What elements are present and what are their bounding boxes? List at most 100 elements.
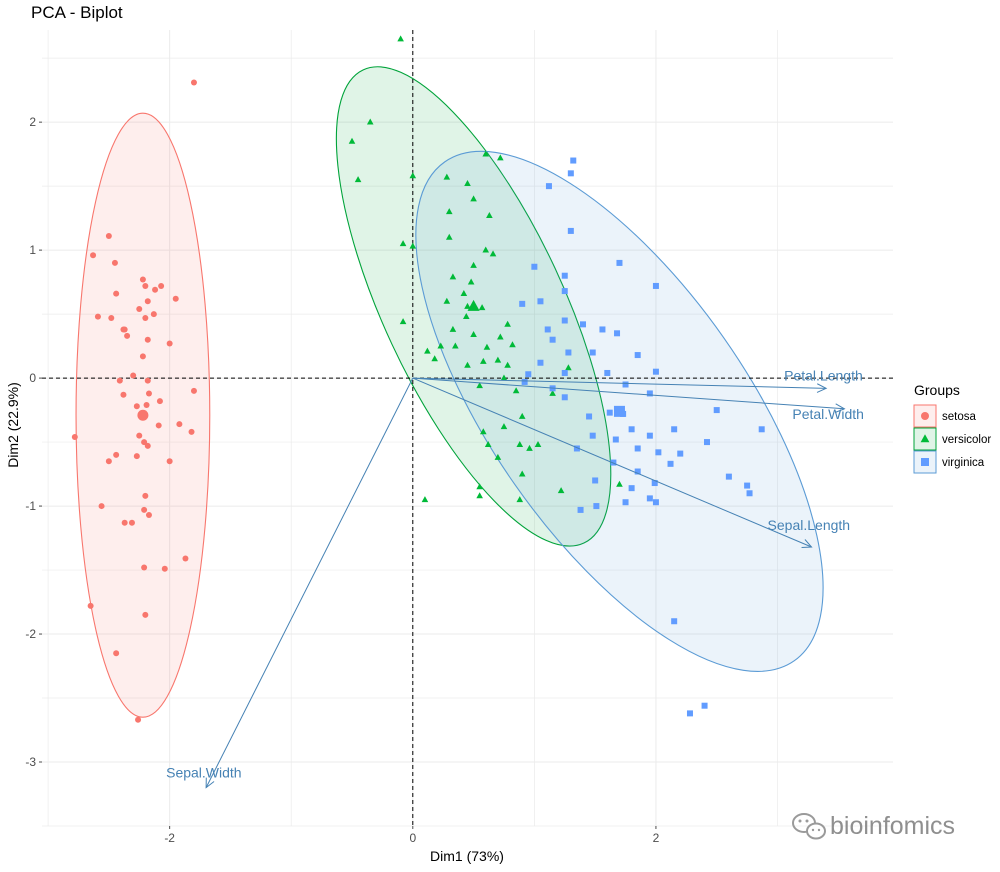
data-point-virginica xyxy=(686,710,693,717)
data-point-setosa xyxy=(105,458,112,465)
data-point-virginica xyxy=(713,407,720,414)
data-point-virginica xyxy=(573,445,580,452)
data-point-setosa xyxy=(145,512,152,519)
y-tick-label: 1 xyxy=(29,243,36,257)
data-point-versicolor xyxy=(431,355,438,362)
vector-arrowhead xyxy=(834,403,846,413)
data-point-versicolor xyxy=(470,261,477,268)
data-point-virginica xyxy=(525,371,532,378)
data-point-versicolor xyxy=(494,356,502,363)
data-point-setosa xyxy=(141,564,148,571)
data-point-versicolor xyxy=(399,318,407,325)
vector-label: Sepal.Length xyxy=(768,517,851,533)
data-point-setosa xyxy=(144,442,151,449)
data-point-setosa xyxy=(113,451,120,458)
data-point-versicolor xyxy=(497,154,504,161)
data-point-virginica xyxy=(519,300,526,307)
data-point-virginica xyxy=(652,368,659,375)
data-point-setosa xyxy=(94,313,101,320)
points xyxy=(71,35,765,723)
data-point-virginica xyxy=(652,282,659,289)
data-point-virginica xyxy=(744,482,751,489)
data-point-setosa xyxy=(156,398,163,405)
data-point-setosa xyxy=(139,353,146,360)
data-point-setosa xyxy=(136,432,143,439)
data-point-setosa xyxy=(155,422,162,429)
data-point-setosa xyxy=(141,439,148,446)
data-point-virginica xyxy=(652,499,659,506)
data-point-virginica xyxy=(592,477,599,484)
data-point-versicolor xyxy=(486,211,493,218)
data-point-versicolor xyxy=(534,441,542,448)
data-point-setosa xyxy=(166,340,173,347)
data-point-versicolor xyxy=(476,382,483,389)
data-point-virginica xyxy=(567,227,574,234)
data-point-virginica xyxy=(593,503,600,510)
legend-label-virginica: virginica xyxy=(942,457,985,469)
data-point-versicolor xyxy=(460,290,468,297)
data-point-versicolor xyxy=(500,423,508,430)
data-point-versicolor xyxy=(470,195,477,202)
vector-line xyxy=(412,377,827,389)
variable-vectors: Petal.Length Petal.Width Sepal.Length Sepal… xyxy=(166,367,864,789)
vector-label: Sepal.Width xyxy=(166,765,241,781)
data-point-versicolor xyxy=(482,246,490,253)
data-point-virginica xyxy=(646,390,653,397)
data-point-versicolor xyxy=(504,320,511,327)
data-point-setosa xyxy=(90,252,97,259)
data-point-versicolor xyxy=(421,496,429,503)
data-point-versicolor xyxy=(526,444,533,451)
data-point-setosa xyxy=(142,611,149,618)
y-tick-label: -1 xyxy=(25,499,36,513)
vector-arrowhead xyxy=(816,383,828,393)
data-point-virginica xyxy=(646,432,653,439)
x-tick-label: 0 xyxy=(409,831,416,845)
data-point-setosa xyxy=(166,458,173,465)
data-point-virginica xyxy=(667,460,674,467)
legend-marker-versicolor xyxy=(920,434,930,443)
x-tick-label: -2 xyxy=(164,831,175,845)
data-point-virginica xyxy=(628,426,635,433)
data-point-virginica xyxy=(628,485,635,492)
data-point-versicolor xyxy=(557,487,565,494)
data-point-versicolor xyxy=(478,304,486,311)
data-point-setosa xyxy=(172,295,179,302)
data-point-setosa xyxy=(71,433,78,440)
data-point-setosa xyxy=(190,387,197,394)
data-point-versicolor xyxy=(497,333,504,340)
data-point-setosa xyxy=(124,332,131,339)
data-point-setosa xyxy=(145,390,152,397)
data-point-versicolor xyxy=(494,453,502,460)
legend-label-setosa: setosa xyxy=(942,411,976,423)
y-tick-label: 0 xyxy=(29,371,36,385)
data-point-versicolor xyxy=(445,208,453,215)
data-point-versicolor xyxy=(509,341,516,348)
data-point-virginica xyxy=(570,157,577,164)
data-point-virginica xyxy=(746,490,753,497)
vector-line xyxy=(412,377,845,410)
data-point-setosa xyxy=(176,421,183,428)
data-point-versicolor xyxy=(516,441,524,448)
data-point-virginica xyxy=(577,506,584,513)
data-point-setosa xyxy=(161,565,168,572)
vector-line xyxy=(412,377,812,548)
data-point-versicolor xyxy=(565,364,572,371)
data-point-virginica xyxy=(567,170,574,177)
data-point-setosa xyxy=(105,233,112,240)
data-point-setosa xyxy=(128,519,135,526)
data-point-versicolor xyxy=(467,278,475,285)
data-point-setosa xyxy=(121,519,128,526)
data-point-virginica xyxy=(671,618,678,625)
data-point-virginica xyxy=(537,359,544,366)
legend: Groups setosa versicolor virginica xyxy=(913,382,991,474)
data-point-virginica xyxy=(586,413,593,420)
group-mean-setosa xyxy=(137,409,149,421)
data-point-virginica xyxy=(549,336,556,343)
data-point-setosa xyxy=(152,286,159,293)
data-point-versicolor xyxy=(399,240,407,247)
data-point-setosa xyxy=(120,391,127,398)
data-point-virginica xyxy=(725,473,732,480)
data-point-setosa xyxy=(111,259,118,266)
data-point-setosa xyxy=(136,305,143,312)
data-point-setosa xyxy=(133,403,140,410)
